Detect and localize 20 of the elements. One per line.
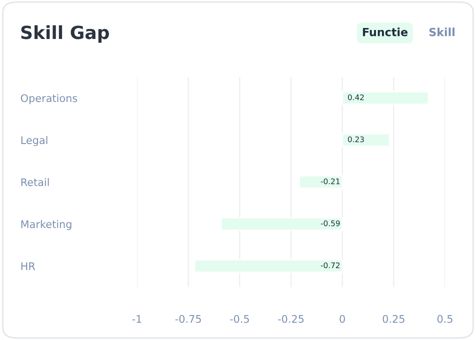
bar xyxy=(220,217,344,231)
x-tick-label: -0.75 xyxy=(175,314,201,323)
x-tick-label: 0 xyxy=(340,314,345,323)
x-tick-label: -1 xyxy=(132,315,142,323)
text: Skill xyxy=(429,28,454,36)
y-tick-label: Marketing xyxy=(21,220,72,230)
x-tick-label: 0.5 xyxy=(437,314,452,323)
bar xyxy=(194,259,344,273)
y-tick-label: HR xyxy=(21,262,36,270)
x-tick-label: -0.5 xyxy=(230,314,249,323)
chart-title: Skill Gap xyxy=(21,25,109,43)
bar xyxy=(298,175,344,189)
x-tick-label: -0.25 xyxy=(278,314,304,323)
bar xyxy=(342,91,430,105)
x-tick-label: 0.25 xyxy=(382,314,404,323)
text: Functie xyxy=(362,28,408,36)
bar xyxy=(342,133,390,147)
y-tick-label: Legal xyxy=(21,136,48,146)
y-tick-label: Retail xyxy=(21,178,49,186)
y-tick-label: Operations xyxy=(20,94,78,104)
